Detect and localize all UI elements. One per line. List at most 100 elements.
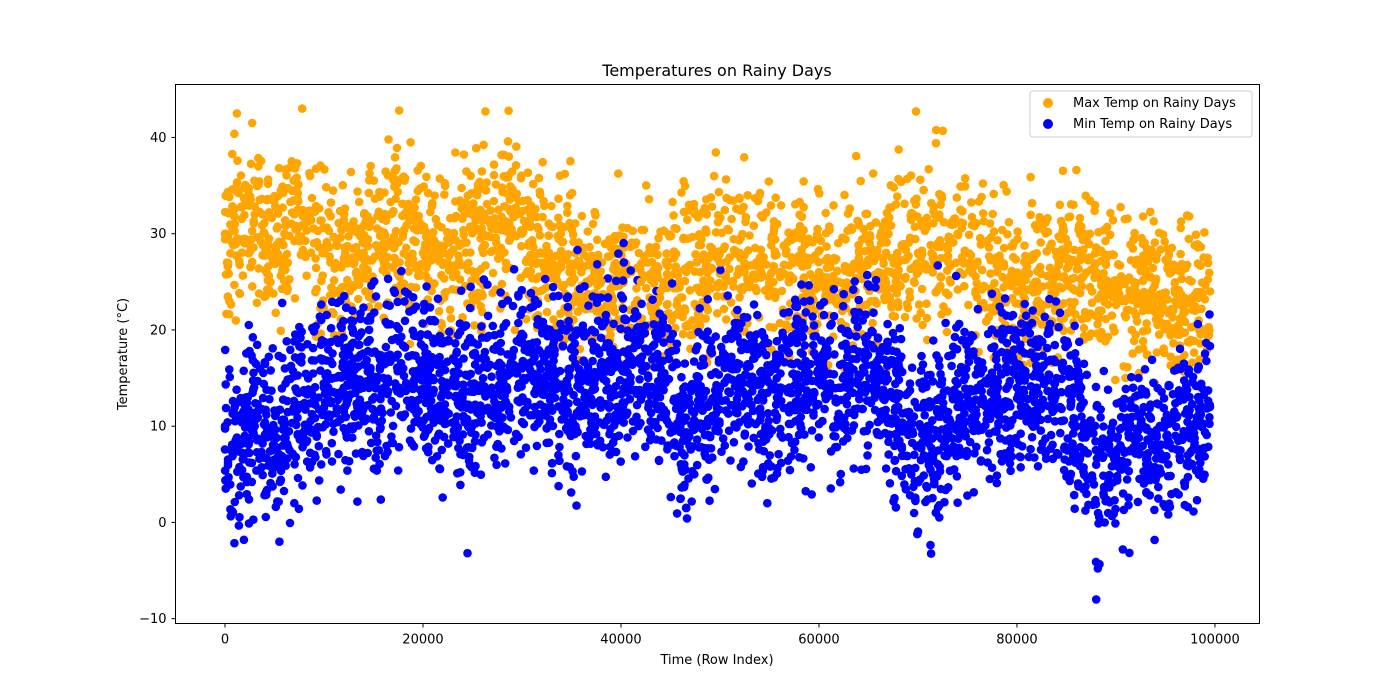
scatter-point xyxy=(632,284,641,293)
scatter-point xyxy=(481,392,490,401)
scatter-point xyxy=(1056,428,1065,438)
scatter-point xyxy=(723,291,732,300)
scatter-point xyxy=(939,302,948,311)
scatter-point xyxy=(984,243,994,252)
scatter-point xyxy=(850,277,859,286)
scatter-point xyxy=(801,308,811,317)
scatter-point xyxy=(475,177,485,187)
scatter-point xyxy=(669,253,679,263)
scatter-point xyxy=(691,250,700,259)
scatter-point xyxy=(825,336,835,345)
scatter-point xyxy=(929,207,938,216)
scatter-point xyxy=(833,266,842,276)
scatter-point xyxy=(328,349,337,358)
scatter-point xyxy=(401,243,411,253)
scatter-point xyxy=(852,354,861,364)
scatter-point xyxy=(232,178,242,187)
scatter-point xyxy=(1101,236,1110,246)
scatter-point xyxy=(1101,337,1110,346)
scatter-point xyxy=(885,479,895,488)
scatter-point xyxy=(329,309,338,319)
scatter-point xyxy=(322,223,332,232)
scatter-point xyxy=(1138,336,1148,346)
scatter-point xyxy=(999,180,1008,190)
scatter-point xyxy=(232,433,242,442)
scatter-point xyxy=(1148,263,1158,273)
scatter-point xyxy=(782,246,791,255)
scatter-point xyxy=(862,270,872,280)
scatter-point xyxy=(232,385,241,395)
scatter-point xyxy=(769,261,778,271)
scatter-point xyxy=(947,361,956,371)
scatter-point xyxy=(497,212,506,222)
scatter-point xyxy=(1037,320,1046,329)
scatter-point xyxy=(934,412,943,421)
scatter-point xyxy=(1176,217,1186,226)
scatter-point xyxy=(1128,383,1138,393)
scatter-point xyxy=(1142,319,1151,328)
scatter-point xyxy=(655,293,665,303)
scatter-point xyxy=(637,299,646,309)
scatter-point xyxy=(960,174,970,183)
scatter-point xyxy=(523,168,533,177)
scatter-point xyxy=(404,259,414,268)
scatter-point xyxy=(434,249,444,259)
scatter-point xyxy=(1161,325,1170,334)
scatter-point xyxy=(881,464,891,473)
scatter-point xyxy=(964,230,974,240)
scatter-point xyxy=(573,256,583,266)
scatter-point xyxy=(726,456,735,465)
scatter-point xyxy=(234,491,244,500)
scatter-point xyxy=(1074,225,1083,234)
scatter-point xyxy=(456,468,465,477)
scatter-point xyxy=(821,208,830,218)
scatter-point xyxy=(488,246,498,256)
scatter-point xyxy=(263,175,273,184)
scatter-point xyxy=(839,289,848,299)
scatter-point xyxy=(521,269,531,279)
scatter-point xyxy=(706,193,716,202)
scatter-point xyxy=(900,312,910,322)
scatter-point xyxy=(363,337,372,347)
scatter-point xyxy=(735,205,744,215)
scatter-point xyxy=(366,161,376,171)
scatter-point xyxy=(1077,314,1087,324)
scatter-point xyxy=(914,300,924,309)
scatter-point xyxy=(292,173,302,182)
scatter-point xyxy=(972,278,981,288)
scatter-point xyxy=(444,238,454,247)
scatter-point xyxy=(785,261,794,270)
scatter-point xyxy=(808,340,818,350)
scatter-point xyxy=(804,281,814,290)
scatter-point xyxy=(571,451,581,461)
scatter-point xyxy=(1103,288,1113,298)
scatter-point xyxy=(522,255,532,264)
scatter-point xyxy=(926,540,935,550)
scatter-point xyxy=(619,238,628,248)
scatter-point xyxy=(567,278,577,287)
scatter-point xyxy=(1099,422,1108,431)
scatter-point xyxy=(1184,212,1194,221)
scatter-point xyxy=(247,118,257,128)
scatter-point xyxy=(619,232,628,241)
scatter-point xyxy=(406,424,416,433)
scatter-point xyxy=(285,163,294,173)
scatter-point xyxy=(958,207,967,216)
scatter-point xyxy=(455,319,465,328)
scatter-point xyxy=(1157,300,1167,309)
scatter-point xyxy=(667,316,676,325)
scatter-point xyxy=(951,271,961,281)
scatter-point xyxy=(1128,244,1138,253)
scatter-point xyxy=(1129,234,1139,244)
scatter-point xyxy=(946,261,955,271)
scatter-point xyxy=(699,276,708,285)
scatter-point xyxy=(755,191,764,200)
scatter-point xyxy=(869,251,878,261)
scatter-point xyxy=(956,182,965,191)
scatter-point xyxy=(1072,265,1082,274)
scatter-point xyxy=(1021,275,1030,285)
scatter-point xyxy=(799,273,809,282)
scatter-point xyxy=(390,288,400,298)
scatter-point xyxy=(420,240,430,249)
scatter-point xyxy=(1011,255,1021,264)
